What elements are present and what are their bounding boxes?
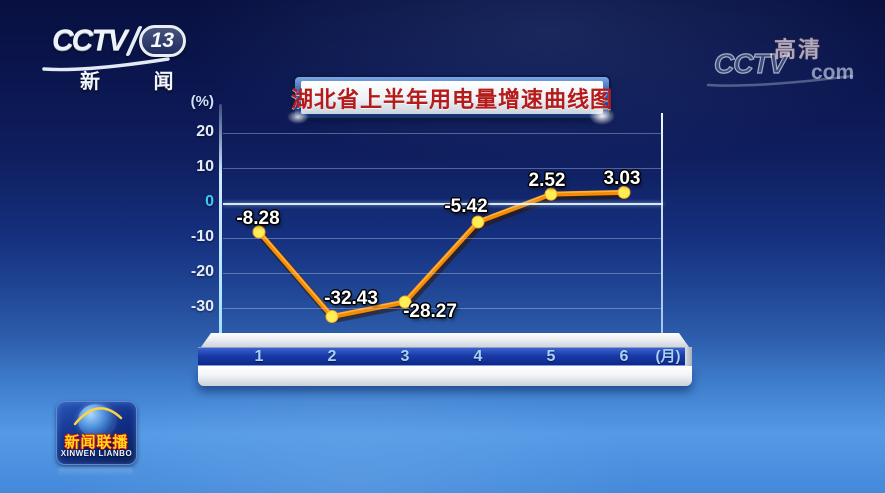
watermark-cctv-wordmark: CCTV [713, 47, 787, 79]
gridline [223, 308, 663, 309]
line-series [252, 185, 631, 324]
channel-logo-cctv13: CCTV 13 新 闻 [42, 24, 202, 93]
pedestal-top-face [201, 333, 689, 347]
data-point-marker [617, 185, 631, 199]
data-point-marker [252, 225, 266, 239]
y-axis-tick-label: 20 [196, 123, 214, 140]
program-logo-reflection [58, 467, 133, 476]
data-point-marker [325, 310, 339, 324]
plot-right-border [661, 113, 663, 340]
x-axis-pedestal: (月) 1 2 3 4 5 6 [198, 333, 692, 386]
data-point-marker [471, 215, 485, 229]
program-title: 新闻联播 [64, 434, 129, 451]
x-axis-unit-label: (月) [655, 348, 681, 365]
pedestal-side-face [685, 347, 692, 366]
gridline [223, 133, 663, 134]
x-axis-tick-label: 1 [254, 348, 264, 365]
watermark-hd-label: 高清 [774, 37, 823, 62]
x-axis-tick-label: 4 [473, 348, 483, 365]
watermark-com-label: com [811, 61, 855, 84]
channel-number-badge: 13 [138, 25, 187, 57]
cctv-wordmark: CCTV [52, 24, 128, 57]
pedestal-bottom-face [198, 366, 692, 386]
y-axis-tick-label: -30 [190, 298, 214, 315]
globe-swoosh-icon [73, 407, 123, 426]
data-point-marker [544, 187, 558, 201]
x-axis-tick-label: 2 [327, 348, 337, 365]
chart-title-plaque: 湖北省上半年用电量增速曲线图 [287, 77, 615, 125]
x-axis-tick-label: 3 [400, 348, 410, 365]
zero-gridline [223, 203, 663, 205]
chart-title: 湖北省上半年用电量增速曲线图 [291, 81, 612, 114]
data-point-value-label: -28.27 [403, 300, 457, 322]
y-axis-unit-label: (%) [190, 93, 214, 110]
y-axis-tick-label: -10 [190, 228, 214, 245]
plot-area [222, 115, 663, 340]
watermark-cctv-com: CCTV 高清 com [698, 28, 878, 90]
data-point-marker [398, 295, 412, 309]
x-axis-band: (月) 1 2 3 4 5 6 [198, 347, 685, 366]
data-point-value-label: -32.43 [324, 287, 378, 309]
y-axis-tick-label: 10 [196, 158, 214, 175]
gridline [223, 238, 663, 239]
gridline [223, 168, 663, 169]
y-axis-line [219, 104, 222, 340]
swoosh-underline-icon [42, 57, 170, 72]
data-point-value-label: -8.28 [236, 207, 280, 229]
data-point-value-label: -5.42 [444, 195, 488, 217]
y-axis-tick-label: 0 [205, 193, 214, 210]
x-axis-tick-label: 5 [546, 348, 556, 365]
gridline [223, 273, 663, 274]
x-axis-tick-label: 6 [619, 348, 629, 365]
program-subtitle: XINWEN LIANBO [60, 449, 133, 458]
channel-name-label: 新 闻 [80, 71, 198, 93]
data-point-value-label: 2.52 [528, 170, 566, 192]
y-axis-tick-label: -20 [190, 263, 214, 280]
data-point-value-label: 3.03 [603, 168, 641, 190]
watermark-swoosh-icon [706, 74, 854, 87]
program-logo-xinwen-lianbo: 新闻联播 XINWEN LIANBO [56, 401, 137, 465]
